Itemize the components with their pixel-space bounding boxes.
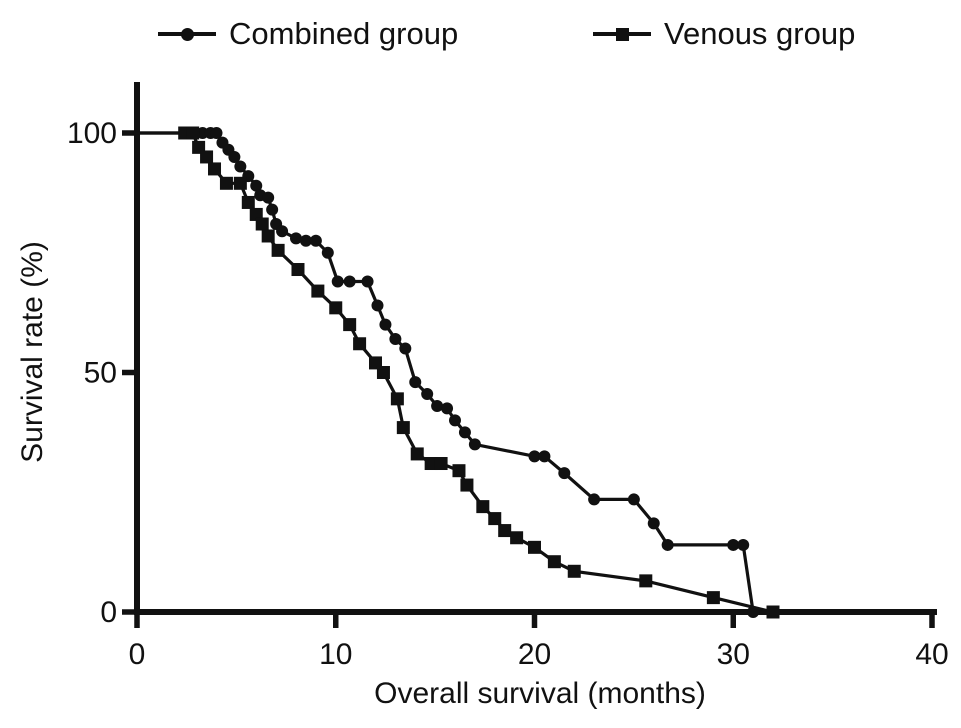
data-point-square [476,500,490,514]
square-marker-icon [616,27,629,41]
venous-group-curve [137,131,774,614]
data-point-circle [228,150,241,163]
y-tick-label: 100 [67,117,117,150]
data-point-circle [727,538,740,551]
data-point-circle [299,234,312,247]
data-point-square [200,150,214,164]
data-point-circle [343,275,356,288]
data-point-square [186,126,200,140]
data-point-circle [234,160,247,173]
x-tick-label: 20 [518,638,551,671]
data-point-square [528,540,541,554]
y-tick-label: 0 [100,596,117,629]
data-point-square [498,524,512,538]
data-point-square [396,421,410,435]
data-point-square [376,366,390,379]
data-point-square [329,301,343,315]
data-point-square [488,512,502,526]
data-point-circle [290,232,302,245]
data-point-circle [266,203,279,216]
data-point-square [424,457,438,471]
data-point-square [410,447,424,461]
data-point-circle [210,127,223,139]
data-point-circle [431,400,444,413]
legend-label-combined: Combined group [229,16,459,51]
data-point-circle [389,332,402,345]
data-point-square [219,176,233,190]
data-point-circle [371,299,384,312]
data-point-square [291,263,305,277]
data-point-circle [558,467,571,480]
data-point-square [460,478,474,492]
data-point-circle [661,538,674,551]
legend-label-venous: Venous group [664,16,856,51]
data-point-square [255,217,269,231]
data-point-circle [250,179,263,192]
data-point-circle [449,414,461,427]
data-point-circle [309,234,322,247]
data-point-square [261,229,275,243]
data-point-circle [262,191,275,204]
data-point-circle [647,517,660,530]
data-point-square [233,176,247,190]
venous-series-marker-icon [593,26,651,42]
data-point-square [390,392,404,406]
y-tick-label: 50 [84,357,117,390]
data-point-circle [737,538,750,551]
data-point-circle [458,426,471,439]
data-point-square [639,574,653,588]
legend-entry-combined: Combined group [158,14,458,54]
data-point-circle [421,388,434,401]
data-point-circle [361,275,374,288]
x-tick-label: 40 [915,638,948,671]
x-tick-label: 30 [717,638,750,671]
x-axis-title: Overall survival (months) [374,677,706,710]
legend-entry-venous: Venous group [593,14,855,54]
data-point-circle [441,402,454,415]
data-point-square [452,464,466,478]
data-point-circle [409,376,422,389]
data-point-square [766,605,780,619]
data-point-square [208,162,222,176]
combined-group-curve [137,131,755,613]
data-point-square [547,555,561,569]
data-point-circle [588,493,601,506]
data-point-circle [399,342,412,355]
data-point-circle [379,318,392,331]
data-point-square [271,243,285,257]
y-axis-title: Survival rate (%) [16,241,49,463]
data-point-square [567,564,581,578]
data-point-circle [538,450,551,463]
data-point-circle [321,246,334,259]
data-point-circle [627,493,640,506]
combined-series-marker-icon [158,26,216,42]
data-point-square [343,318,357,332]
x-tick-label: 10 [319,638,352,671]
data-point-square [434,457,448,471]
data-point-circle [528,450,541,463]
data-point-square [241,195,255,209]
data-point-square [706,591,720,605]
circle-marker-icon [181,27,194,41]
data-point-circle [468,438,481,451]
data-point-circle [276,225,289,238]
x-tick-label: 0 [129,638,146,671]
data-point-square [311,284,325,298]
data-point-circle [331,275,344,288]
data-point-square [353,337,367,351]
data-point-square [510,531,524,545]
